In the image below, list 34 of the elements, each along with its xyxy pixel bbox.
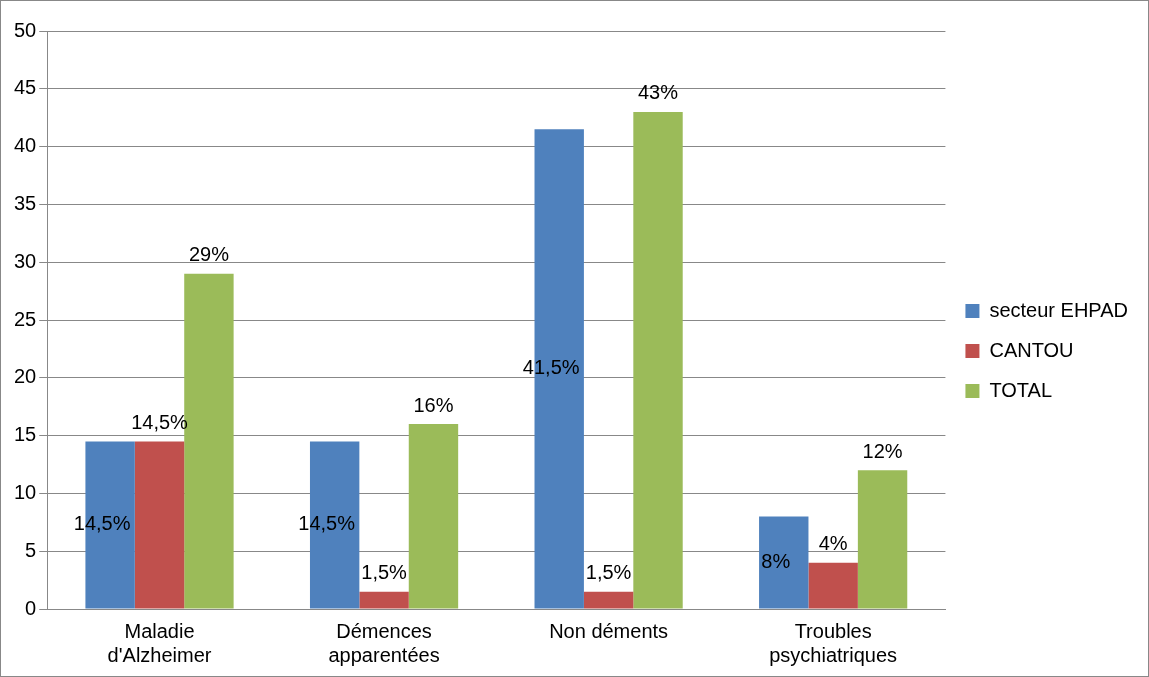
bar — [583, 591, 634, 609]
y-tick-label: 5 — [25, 538, 37, 561]
bar — [808, 562, 858, 609]
data-label: 12% — [862, 439, 903, 462]
x-tick-label: Non déments — [549, 619, 669, 642]
y-tick-label: 0 — [25, 596, 37, 619]
x-tick-label: Démences apparentées — [328, 619, 440, 666]
data-label: 43% — [638, 81, 679, 104]
y-tick-label: 50 — [14, 18, 37, 41]
data-label: 29% — [188, 243, 230, 266]
y-tick-label: 10 — [14, 480, 37, 503]
y-tick-label: 35 — [14, 191, 37, 214]
legend-label: CANTOU — [989, 338, 1074, 361]
bar — [408, 424, 459, 609]
data-label: 1,5% — [361, 561, 408, 584]
bar — [134, 441, 185, 609]
data-label: 16% — [413, 393, 454, 416]
data-label: 1,5% — [585, 561, 632, 584]
x-tick-label: Maladie d'Alzheimer — [107, 619, 212, 666]
legend-label: secteur EHPAD — [989, 298, 1129, 321]
y-tick-label: 40 — [14, 134, 37, 157]
bar — [633, 111, 683, 609]
y-tick-label: 25 — [14, 307, 37, 330]
y-tick-label: 20 — [14, 365, 37, 388]
bar — [759, 516, 809, 609]
y-tick-label: 15 — [14, 423, 37, 446]
x-tick-label: Troubles psychiatriques — [769, 619, 898, 666]
y-tick-label: 45 — [14, 76, 37, 99]
legend-label: TOTAL — [989, 378, 1053, 401]
data-label: 8% — [761, 550, 791, 573]
data-label: 4% — [818, 532, 848, 555]
bar — [857, 470, 908, 609]
y-tick-label: 30 — [14, 249, 37, 272]
bar — [359, 591, 409, 609]
